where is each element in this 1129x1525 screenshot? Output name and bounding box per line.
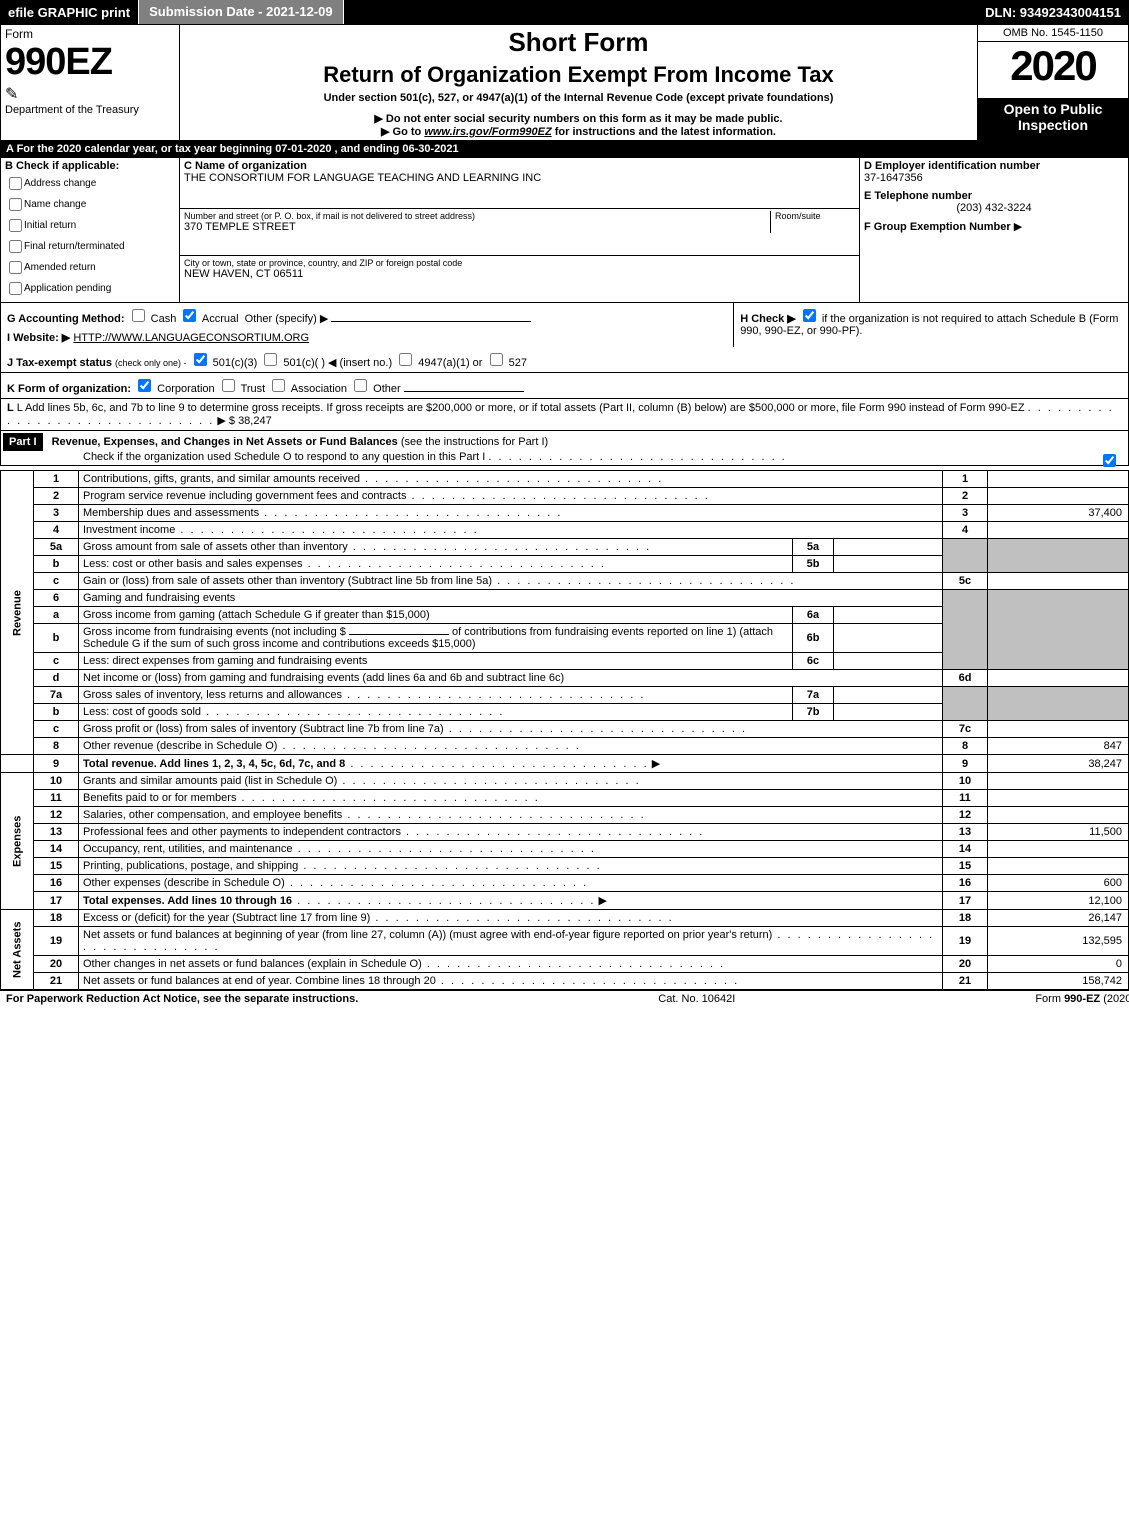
part1-label: Part I [3, 433, 43, 451]
dept-label: Department of the Treasury [5, 104, 175, 116]
goto-link[interactable]: www.irs.gov/Form990EZ [424, 126, 551, 138]
ghijkl-block: G Accounting Method: Cash Accrual Other … [0, 303, 1129, 430]
lines-table: Revenue 1 Contributions, gifts, grants, … [0, 470, 1129, 990]
k-other-check[interactable] [354, 379, 367, 392]
check-address-change[interactable]: Address change [5, 174, 175, 193]
part1-header-row: Part I Revenue, Expenses, and Changes in… [0, 430, 1129, 466]
k-trust-check[interactable] [222, 379, 235, 392]
line-9-amount: 38,247 [988, 755, 1129, 773]
phone-value: (203) 432-3224 [864, 202, 1124, 214]
g-label: G Accounting Method: [7, 313, 125, 325]
h-text: if the organization is not required to a… [740, 313, 1118, 337]
form-header: Form 990EZ ✎ Department of the Treasury … [0, 24, 1129, 141]
form-word: Form [5, 27, 175, 41]
e-label: E Telephone number [864, 190, 1124, 202]
do-not-enter: ▶ Do not enter social security numbers o… [184, 112, 973, 125]
b-label: B Check if applicable: [5, 160, 175, 172]
short-form-title: Short Form [184, 27, 973, 58]
h-check[interactable] [803, 309, 816, 322]
line-19-amount: 132,595 [988, 927, 1129, 956]
j-501c3-check[interactable] [194, 353, 207, 366]
goto-suffix: for instructions and the latest informat… [555, 126, 776, 138]
page-footer: For Paperwork Reduction Act Notice, see … [0, 990, 1129, 1007]
c-label: C Name of organization [184, 160, 855, 172]
part1-title: Revenue, Expenses, and Changes in Net As… [52, 436, 398, 448]
ein-value: 37-1647356 [864, 172, 1124, 184]
line-16-amount: 600 [988, 875, 1129, 892]
footer-mid: Cat. No. 10642I [658, 993, 735, 1005]
dln-label: DLN: 93492343004151 [985, 5, 1129, 20]
form-name: 990EZ [5, 41, 175, 84]
line-3-amount: 37,400 [988, 505, 1129, 522]
line-a: A For the 2020 calendar year, or tax yea… [0, 141, 1129, 157]
line-20-amount: 0 [988, 956, 1129, 973]
part1-check-text: Check if the organization used Schedule … [83, 451, 485, 463]
line-17-amount: 12,100 [988, 892, 1129, 910]
netassets-side-label: Net Assets [1, 910, 34, 990]
k-label: K Form of organization: [7, 383, 131, 395]
goto-prefix: ▶ Go to [381, 126, 424, 138]
footer-left: For Paperwork Reduction Act Notice, see … [6, 993, 358, 1005]
line-18-amount: 26,147 [988, 910, 1129, 927]
k-assoc-check[interactable] [272, 379, 285, 392]
l-text: L Add lines 5b, 6c, and 7b to line 9 to … [17, 402, 1025, 414]
i-label: I Website: ▶ [7, 332, 70, 344]
org-name: THE CONSORTIUM FOR LANGUAGE TEACHING AND… [184, 172, 855, 184]
check-name-change[interactable]: Name change [5, 195, 175, 214]
l-amount: $ 38,247 [229, 415, 272, 427]
top-bar: efile GRAPHIC print Submission Date - 20… [0, 0, 1129, 24]
d-label: D Employer identification number [864, 160, 1124, 172]
k-corp-check[interactable] [138, 379, 151, 392]
line-13-amount: 11,500 [988, 824, 1129, 841]
j-label: J Tax-exempt status [7, 357, 112, 369]
check-application-pending[interactable]: Application pending [5, 279, 175, 298]
goto-line: ▶ Go to www.irs.gov/Form990EZ for instru… [184, 125, 973, 138]
j-501c-check[interactable] [264, 353, 277, 366]
street-address: 370 TEMPLE STREET [184, 221, 770, 233]
addr-label: Number and street (or P. O. box, if mail… [184, 211, 770, 221]
efile-label: efile GRAPHIC print [0, 5, 138, 20]
city-label: City or town, state or province, country… [184, 258, 855, 268]
line-8-amount: 847 [988, 738, 1129, 755]
entity-info-table: B Check if applicable: Address change Na… [0, 157, 1129, 303]
line-21-amount: 158,742 [988, 973, 1129, 990]
under-section: Under section 501(c), 527, or 4947(a)(1)… [184, 92, 973, 104]
open-public: Open to Public Inspection [978, 99, 1129, 141]
check-final-return[interactable]: Final return/terminated [5, 237, 175, 256]
j-527-check[interactable] [490, 353, 503, 366]
city-value: NEW HAVEN, CT 06511 [184, 268, 855, 280]
f-arrow: ▶ [1014, 221, 1022, 233]
j-4947-check[interactable] [399, 353, 412, 366]
g-accrual-check[interactable] [183, 309, 196, 322]
revenue-side-label: Revenue [1, 471, 34, 755]
part1-subtitle: (see the instructions for Part I) [401, 436, 548, 448]
return-title: Return of Organization Exempt From Incom… [184, 62, 973, 88]
tax-year: 2020 [978, 42, 1128, 90]
g-cash-check[interactable] [132, 309, 145, 322]
check-initial-return[interactable]: Initial return [5, 216, 175, 235]
h-label: H Check ▶ [740, 313, 796, 325]
check-amended-return[interactable]: Amended return [5, 258, 175, 277]
footer-right: Form 990-EZ (2020) [1035, 993, 1129, 1005]
part1-schedule-o-check[interactable] [1103, 454, 1116, 467]
room-label: Room/suite [770, 211, 855, 233]
expenses-side-label: Expenses [1, 773, 34, 910]
f-label: F Group Exemption Number [864, 221, 1011, 233]
omb-number: OMB No. 1545-1150 [978, 25, 1128, 42]
website-value[interactable]: HTTP://WWW.LANGUAGECONSORTIUM.ORG [73, 332, 309, 344]
submission-date: Submission Date - 2021-12-09 [138, 0, 344, 24]
